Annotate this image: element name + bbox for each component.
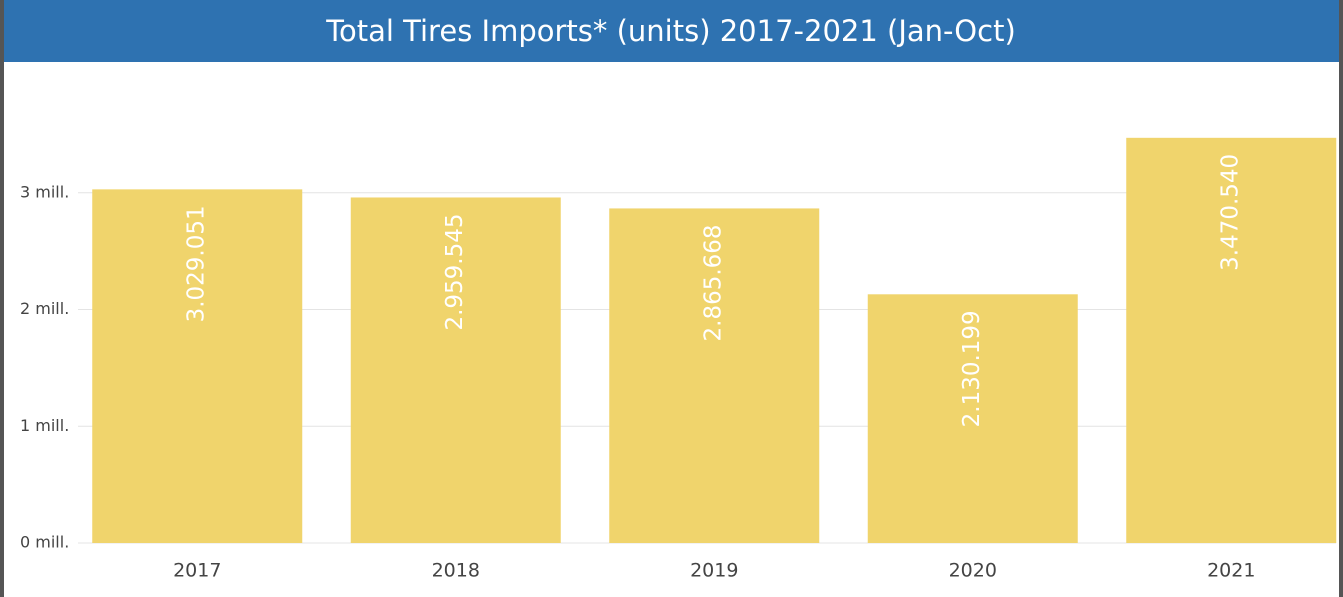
chart-title: Total Tires Imports* (units) 2017-2021 (… (325, 14, 1016, 48)
bar (92, 189, 303, 544)
bar (867, 294, 1078, 543)
x-tick-label: 2020 (949, 560, 997, 582)
title-bar (0, 0, 1343, 62)
bar (609, 208, 820, 543)
x-tick-label: 2021 (1207, 560, 1255, 582)
y-tick-label: 1 mill. (20, 416, 69, 435)
data-label: 2.865.668 (701, 224, 727, 341)
border-right (1339, 0, 1343, 597)
y-tick-label: 2 mill. (20, 299, 69, 318)
bar (1126, 137, 1337, 543)
data-label: 3.029.051 (184, 205, 210, 322)
x-tick-label: 2019 (690, 560, 738, 582)
data-label: 2.959.545 (442, 213, 468, 330)
border-left (0, 0, 4, 597)
data-label: 2.130.199 (959, 310, 985, 427)
x-tick-label: 2017 (173, 560, 221, 582)
y-tick-label: 3 mill. (20, 182, 69, 201)
x-tick-label: 2018 (432, 560, 480, 582)
y-tick-label: 0 mill. (20, 533, 69, 552)
bar (350, 197, 561, 543)
data-label: 3.470.540 (1218, 154, 1244, 271)
